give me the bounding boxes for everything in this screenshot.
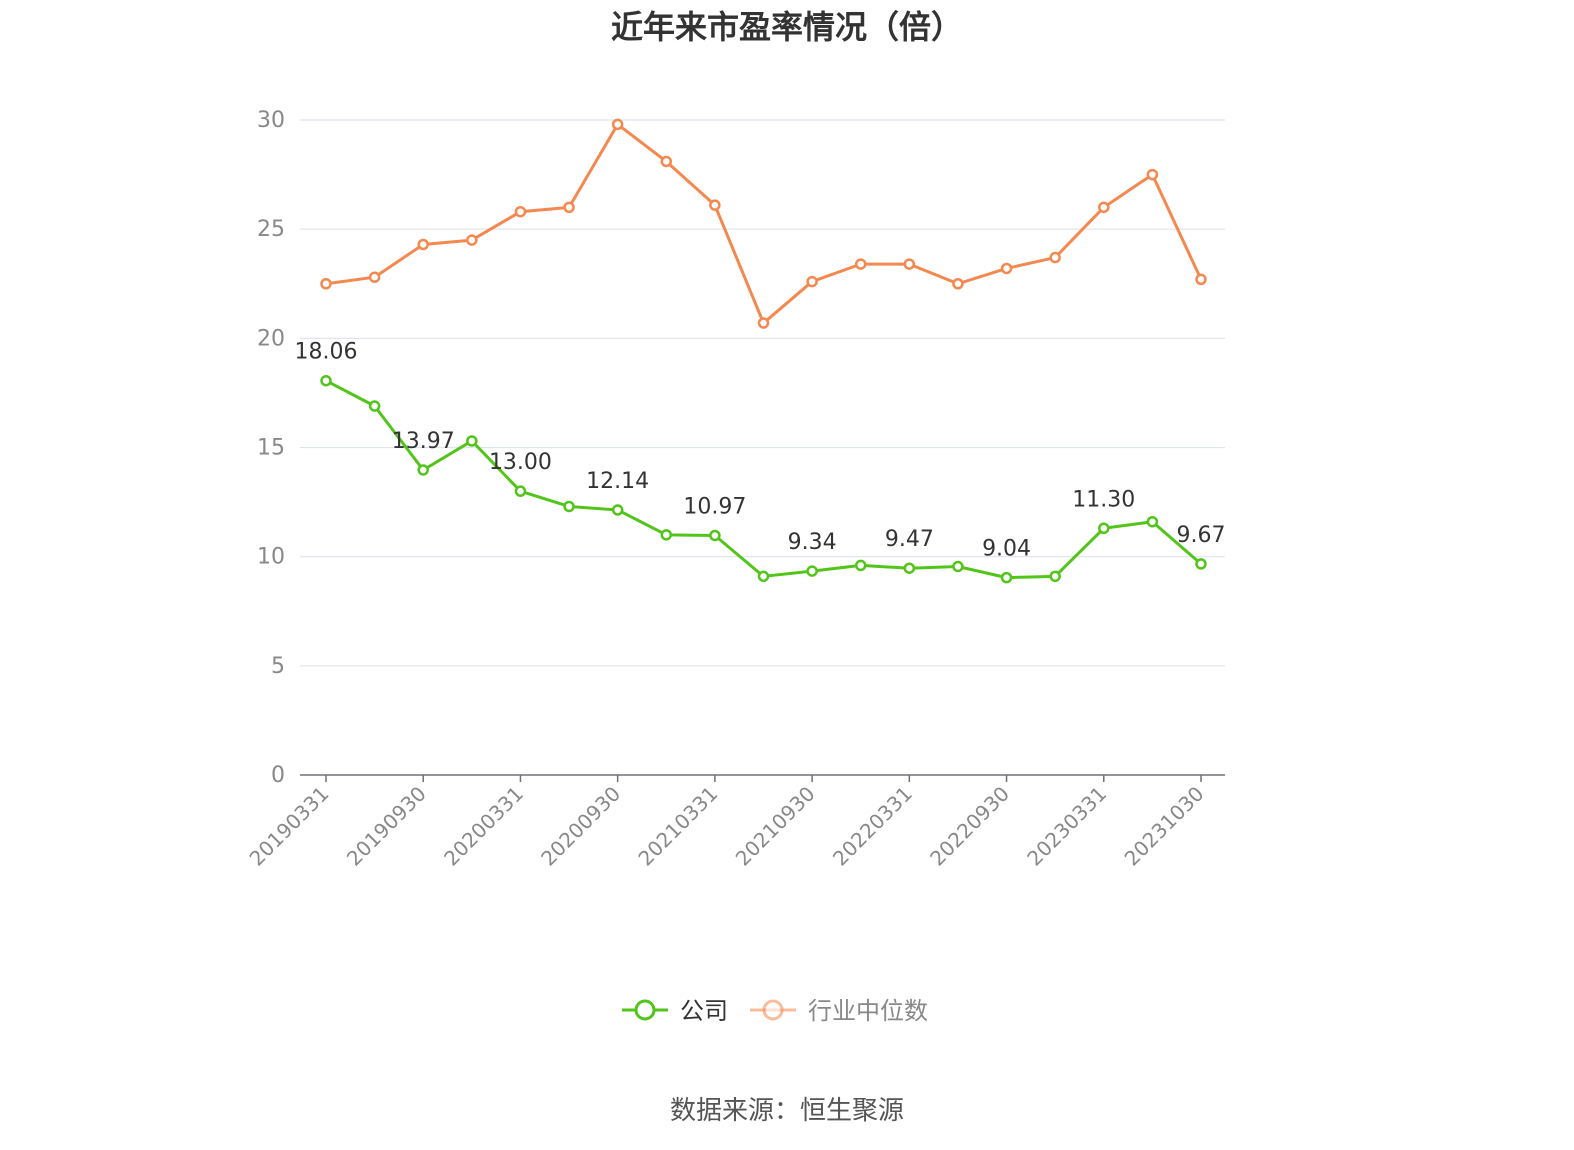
data-point (368, 271, 381, 283)
x-tick-label: 20210331 (633, 782, 722, 871)
data-point (903, 562, 916, 574)
data-point (854, 258, 867, 270)
data-label: 13.00 (489, 450, 552, 475)
data-point (611, 504, 624, 516)
data-point (1195, 558, 1207, 570)
data-label: 10.97 (683, 494, 746, 519)
data-point (320, 374, 332, 387)
series-line-1 (325, 122, 1203, 325)
x-tick-label: 20190930 (342, 782, 431, 871)
data-label: 12.14 (586, 469, 649, 494)
legend: 公司 行业中位数 (622, 997, 928, 1025)
data-point (660, 155, 673, 168)
x-tick-label: 20231030 (1120, 782, 1209, 871)
data-point (1000, 571, 1013, 584)
data-point (660, 529, 673, 541)
x-tick-label: 20220331 (828, 782, 917, 871)
data-label: 9.34 (788, 530, 837, 555)
data-label: 9.47 (885, 527, 934, 552)
series-layer (320, 118, 1207, 584)
data-point (514, 205, 527, 218)
data-point (611, 118, 624, 131)
source-note: 数据来源：恒生聚源 (669, 1096, 904, 1126)
data-point (854, 559, 867, 572)
data-label: 11.30 (1072, 487, 1135, 512)
data-point (1146, 515, 1159, 528)
data-point (757, 570, 770, 583)
y-tick-label: 20 (257, 326, 285, 351)
data-point (757, 317, 770, 329)
data-label: 18.06 (295, 340, 358, 365)
data-point (1195, 273, 1207, 286)
y-tick-label: 25 (257, 217, 285, 242)
data-label-layer: 18.06 13.97 13.00 12.14 10.97 9.34 9.47 9.04 11.… (295, 340, 1226, 562)
x-tick-label: 20190331 (245, 782, 334, 871)
data-point (1000, 262, 1013, 275)
series-line-0 (325, 379, 1202, 580)
legend-label: 公司 (680, 997, 728, 1025)
x-tick-label: 20210930 (731, 782, 820, 871)
data-point (466, 234, 478, 246)
data-point (709, 529, 721, 542)
x-tick-label: 20200930 (536, 782, 625, 871)
legend-marker-icon (634, 999, 656, 1021)
data-point (903, 258, 916, 270)
data-point (368, 400, 381, 412)
data-label: 9.67 (1177, 523, 1226, 548)
data-point (1049, 570, 1061, 583)
chart-title: 近年来市盈率情况（倍） (610, 8, 963, 46)
data-point (563, 201, 575, 214)
data-point (952, 278, 964, 290)
data-point (709, 199, 721, 211)
x-tick-label: 20230331 (1022, 782, 1111, 871)
data-point (514, 485, 527, 497)
data-point (466, 435, 478, 447)
data-point (1049, 251, 1061, 264)
data-point (806, 565, 818, 577)
data-point (1098, 522, 1110, 535)
y-tick-label: 15 (257, 436, 285, 461)
x-tick-label: 20220930 (925, 782, 1014, 871)
y-tick-label: 30 (257, 108, 285, 133)
legend-marker-icon (762, 999, 784, 1021)
data-point (417, 464, 429, 476)
data-point (806, 275, 818, 288)
data-label: 13.97 (392, 429, 455, 454)
y-tick-label: 5 (271, 654, 285, 679)
grid-layer (300, 119, 1225, 667)
data-point (952, 560, 964, 573)
data-point (1146, 168, 1159, 181)
data-point (1098, 201, 1110, 214)
y-tick-label: 10 (257, 545, 285, 570)
y-tick-label: 0 (271, 763, 285, 788)
data-point (320, 278, 332, 290)
data-point (563, 500, 575, 513)
legend-item-1: 行业中位数 (750, 997, 928, 1025)
chart-canvas: 0 5 10 15 20 25 30 20190331 20190930 20200331 2020… (245, 108, 1226, 1025)
legend-item-0: 公司 (622, 997, 728, 1025)
legend-label: 行业中位数 (808, 997, 928, 1025)
x-tick-label: 20200331 (439, 782, 528, 871)
data-point (417, 238, 429, 251)
data-label: 9.04 (982, 537, 1031, 562)
